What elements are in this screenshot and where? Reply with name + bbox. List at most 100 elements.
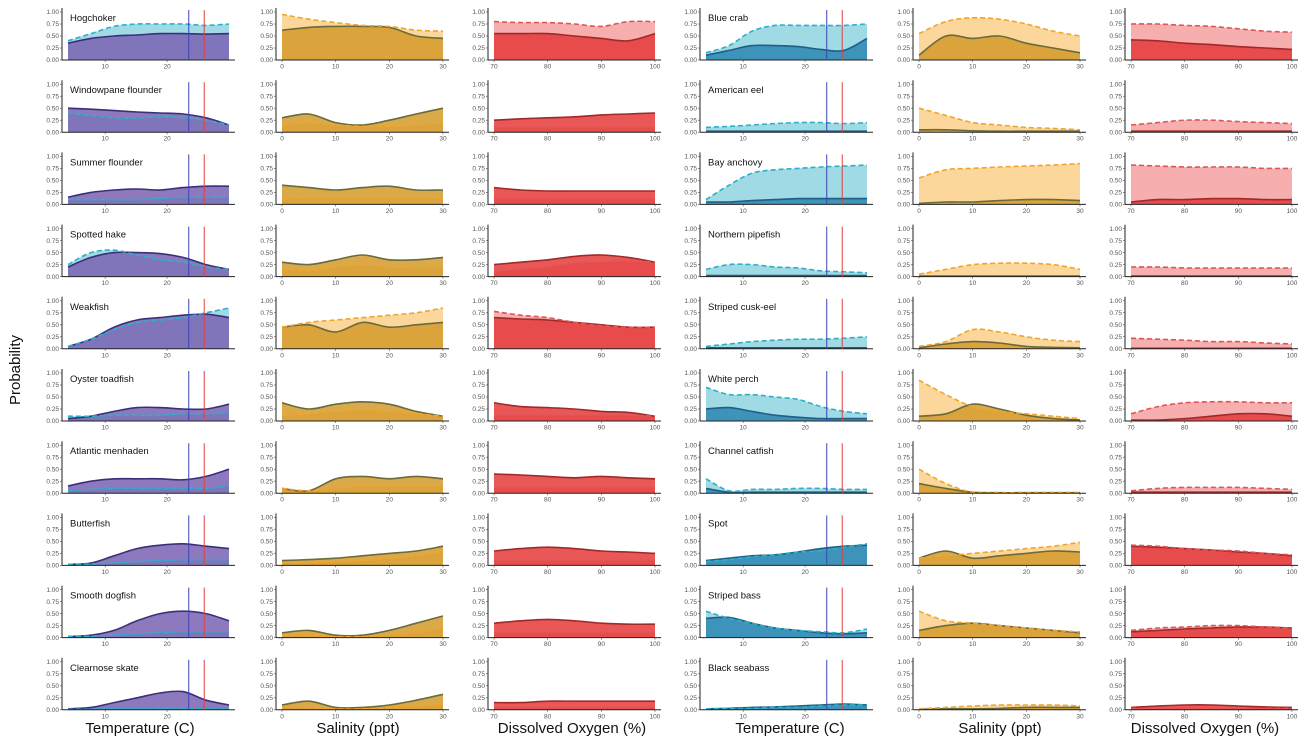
x-tick-label: 0 <box>280 497 284 504</box>
y-tick-label: 0.50 <box>260 250 273 257</box>
y-tick-label: 0.00 <box>46 563 59 570</box>
x-tick-label: 90 <box>1235 64 1243 71</box>
y-tick-label: 0.50 <box>1109 322 1122 329</box>
y-tick-label: 0.50 <box>260 322 273 329</box>
y-tick-label: 0.75 <box>260 310 273 317</box>
y-tick-label: 0.75 <box>684 93 697 100</box>
solid-area <box>494 254 655 277</box>
species-group-blue-crab: 0.00 0.25 0.50 0.75 1.00 10 20 Blue crab 0.00 0.2… <box>684 8 1298 71</box>
y-tick-label: 0.00 <box>472 346 485 353</box>
solid-line <box>918 34 1081 56</box>
x-tick-label: 20 <box>386 208 394 215</box>
x-tick-label: 90 <box>598 569 606 576</box>
x-tick-label: 30 <box>439 136 447 143</box>
species-group-hogchoker: 0.00 0.25 0.50 0.75 1.00 10 20 Hogchoker 0.00 0.2… <box>46 8 661 71</box>
x-tick-label: 20 <box>163 280 171 287</box>
y-tick-label: 0.75 <box>472 310 485 317</box>
x-tick-label: 30 <box>439 713 447 720</box>
y-tick-label: 1.00 <box>1109 226 1122 233</box>
y-tick-label: 0.00 <box>260 346 273 353</box>
x-tick-label: 20 <box>163 352 171 359</box>
y-tick-label: 0.25 <box>684 551 697 558</box>
y-tick-label: 0.75 <box>46 166 59 173</box>
y-tick-label: 0.00 <box>260 707 273 714</box>
y-tick-label: 1.00 <box>684 226 697 233</box>
dashed-line <box>281 121 444 128</box>
species-label: Northern pipefish <box>708 230 780 241</box>
y-tick-label: 0.50 <box>260 105 273 112</box>
y-tick-label: 1.00 <box>897 515 910 522</box>
x-tick-label: 20 <box>386 280 394 287</box>
y-tick-label: 0.75 <box>260 599 273 606</box>
y-tick-label: 0.50 <box>684 683 697 690</box>
x-tick-label: 70 <box>490 425 498 432</box>
species-group-northern-pipefish: 0.00 0.25 0.50 0.75 1.00 10 20 Northern pipefis… <box>684 224 1298 287</box>
x-tick-label: 10 <box>332 425 340 432</box>
x-tick-label: 30 <box>1076 497 1084 504</box>
y-tick-label: 0.25 <box>46 623 59 630</box>
y-tick-label: 1.00 <box>260 442 273 449</box>
dashed-line <box>493 260 656 273</box>
x-tick-label: 80 <box>544 713 552 720</box>
y-tick-label: 0.25 <box>897 623 910 630</box>
y-tick-label: 1.00 <box>684 515 697 522</box>
y-tick-label: 0.50 <box>472 322 485 329</box>
x-tick-label: 30 <box>1076 641 1084 648</box>
y-tick-label: 1.00 <box>472 515 485 522</box>
x-tick-label: 90 <box>598 713 606 720</box>
y-tick-label: 0.75 <box>472 21 485 28</box>
y-tick-label: 0.75 <box>897 93 910 100</box>
x-tick-label: 10 <box>969 352 977 359</box>
x-tick-label: 20 <box>163 64 171 71</box>
y-tick-label: 1.00 <box>46 9 59 16</box>
y-tick-label: 0.00 <box>472 635 485 642</box>
x-tick-label: 20 <box>801 497 809 504</box>
panel-do: 0.00 0.25 0.50 0.75 1.00 70 80 90 100 <box>472 8 661 71</box>
y-tick-label: 0.50 <box>472 683 485 690</box>
x-tick-label: 30 <box>1076 64 1084 71</box>
x-tick-label: 10 <box>740 136 748 143</box>
x-tick-label: 100 <box>1287 352 1298 359</box>
dashed-line <box>493 414 656 417</box>
y-tick-label: 1.00 <box>260 587 273 594</box>
panel-do: 0.00 0.25 0.50 0.75 1.00 70 80 90 100 <box>1109 8 1298 71</box>
panel-do: 0.00 0.25 0.50 0.75 1.00 70 80 90 100 <box>1109 152 1298 215</box>
x-tick-label: 30 <box>439 497 447 504</box>
column-title-temperature-left: Temperature (C) <box>85 720 194 737</box>
solid-area <box>494 474 655 494</box>
y-tick-label: 0.00 <box>46 418 59 425</box>
x-tick-label: 30 <box>439 641 447 648</box>
y-tick-label: 0.50 <box>1109 33 1122 40</box>
y-tick-label: 0.25 <box>260 45 273 52</box>
panel-do: 0.00 0.25 0.50 0.75 1.00 70 80 90 100 <box>1109 657 1298 720</box>
y-tick-label: 0.00 <box>260 57 273 64</box>
y-tick-label: 1.00 <box>46 587 59 594</box>
dashed-area <box>919 262 1080 277</box>
y-tick-label: 0.50 <box>897 250 910 257</box>
panel-sal: 0.00 0.25 0.50 0.75 1.00 0 10 20 30 <box>897 585 1086 648</box>
y-tick-label: 1.00 <box>897 659 910 666</box>
x-tick-label: 20 <box>801 136 809 143</box>
x-tick-label: 20 <box>801 713 809 720</box>
y-tick-label: 0.25 <box>684 695 697 702</box>
y-tick-label: 0.00 <box>897 274 910 281</box>
y-tick-label: 0.25 <box>472 695 485 702</box>
y-tick-label: 0.75 <box>684 310 697 317</box>
y-tick-label: 0.00 <box>46 635 59 642</box>
x-tick-label: 0 <box>917 352 921 359</box>
y-tick-label: 1.00 <box>684 9 697 16</box>
x-tick-label: 10 <box>740 352 748 359</box>
panel-do: 0.00 0.25 0.50 0.75 1.00 70 80 90 100 <box>1109 369 1298 432</box>
y-tick-label: 1.00 <box>472 81 485 88</box>
x-tick-label: 100 <box>1287 641 1298 648</box>
y-tick-label: 1.00 <box>46 515 59 522</box>
x-tick-label: 10 <box>332 569 340 576</box>
x-tick-label: 10 <box>740 497 748 504</box>
x-tick-label: 80 <box>1181 713 1189 720</box>
y-tick-label: 0.75 <box>1109 166 1122 173</box>
y-tick-label: 1.00 <box>260 226 273 233</box>
x-tick-label: 80 <box>544 208 552 215</box>
y-tick-label: 0.75 <box>1109 21 1122 28</box>
x-tick-label: 80 <box>1181 280 1189 287</box>
